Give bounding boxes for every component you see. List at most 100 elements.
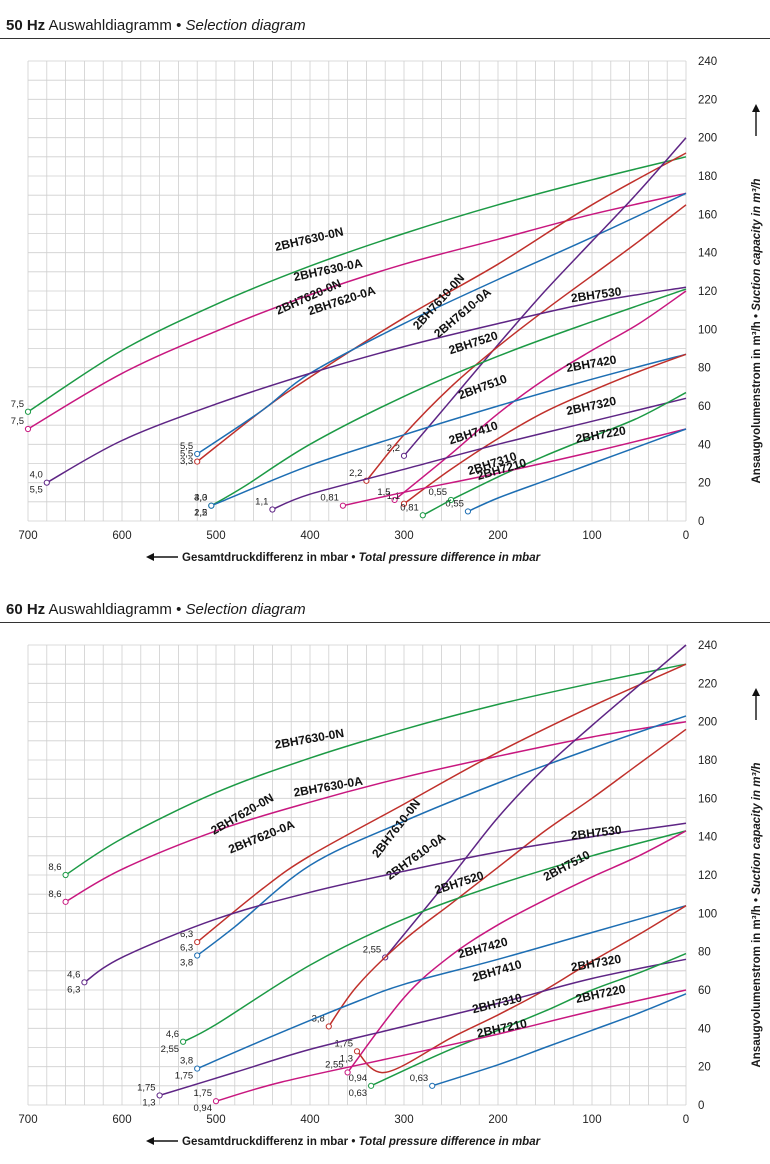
title-en: Selection diagram: [185, 17, 306, 34]
series-start-point: [400, 452, 408, 459]
y-tick-label: 200: [698, 717, 717, 729]
motor-power-label: 0,55: [445, 498, 464, 509]
y-axis-label-en: Suction capacity in m³/h: [751, 763, 763, 895]
motor-power-label: 4,0: [194, 493, 207, 504]
x-tick-label: 500: [206, 530, 225, 542]
motor-power-label: 1,5: [377, 487, 390, 498]
series-line: [450, 391, 687, 501]
y-axis-arrow-icon: [752, 104, 760, 112]
x-axis-label-de: Gesamtdruckdifferenz in mbar: [182, 1136, 349, 1148]
title-en: Selection diagram: [185, 601, 306, 618]
series-start-point: [212, 1098, 220, 1105]
y-tick-label: 140: [698, 832, 717, 844]
series-start-point: [269, 506, 276, 513]
series-name-label: 2BH7630-0A: [292, 774, 364, 800]
series-start-point: [368, 1082, 375, 1089]
motor-power-label: 2,55: [363, 944, 382, 955]
series-line: [65, 663, 687, 876]
series-line: [356, 905, 687, 1074]
y-tick-label: 180: [698, 755, 717, 767]
selection-diagram-60hz: 700 600 500 400 300 200 100 00 20 40 60 80 100 120 140…: [18, 640, 763, 1148]
x-axis-arrow-icon: [146, 553, 154, 561]
series-line: [46, 286, 687, 484]
x-tick-label: 100: [582, 530, 601, 542]
series-start-point: [180, 1038, 187, 1045]
x-axis-label: Gesamtdruckdifferenz in mbar • Total pre…: [182, 552, 541, 564]
series-line: [394, 290, 687, 501]
series-start-point: [194, 952, 201, 959]
series-start-point: [24, 408, 32, 415]
motor-power-label: 5,5: [180, 441, 193, 452]
series-name-label: 2BH7210: [476, 1016, 529, 1040]
motor-power-label: 0,81: [400, 502, 419, 513]
series-name-label: 2BH7510: [541, 848, 593, 884]
series-start-point: [156, 1092, 163, 1099]
series-line: [159, 958, 687, 1097]
x-axis-arrow-icon: [146, 1137, 154, 1145]
motor-power-label: 3,8: [312, 1013, 325, 1024]
series-line: [403, 137, 687, 457]
y-tick-label: 140: [698, 248, 717, 260]
series-start-point: [24, 425, 32, 433]
motor-power-label: 0,63: [410, 1073, 429, 1084]
title-separator: •: [176, 601, 182, 618]
y-tick-label: 200: [698, 133, 717, 145]
motor-power-label: 1,75: [194, 1088, 213, 1099]
series-line: [182, 830, 687, 1043]
motor-power-label: 0,94: [349, 1073, 368, 1084]
motor-power-label: 8,6: [48, 889, 61, 900]
motor-power-label: 2,2: [387, 443, 400, 454]
grid: [27, 644, 687, 1106]
series-line: [27, 156, 687, 413]
motor-power-label: 3,8: [180, 958, 193, 969]
motor-power-label: 1,3: [142, 1097, 155, 1108]
series-line: [384, 644, 687, 958]
motor-power-label: 2,2: [349, 468, 362, 479]
y-tick-label: 120: [698, 870, 717, 882]
series-start-point: [429, 1082, 436, 1089]
series-start-point: [325, 1023, 332, 1030]
series-start-point: [194, 1065, 201, 1072]
y-tick-label: 40: [698, 1023, 711, 1035]
motor-power-label: 1,75: [175, 1071, 194, 1082]
series-line: [342, 428, 687, 507]
series-extension: 0,81: [400, 499, 452, 519]
y-tick-label: 80: [698, 947, 711, 959]
series-start-point: [62, 871, 69, 879]
series-2bh7210: 0,63 2BH7210: [410, 993, 687, 1089]
frequency-label: 60 Hz: [6, 601, 46, 618]
y-tick-label: 60: [698, 401, 711, 413]
motor-power-label: 7,5: [11, 416, 24, 427]
series-name-label: 2BH7630-0N: [274, 726, 345, 752]
series-start-point: [194, 938, 201, 946]
series-line: [328, 728, 687, 1027]
heading-rule: [0, 38, 770, 39]
series-name-label: 2BH7510: [456, 372, 509, 403]
x-tick-label: 700: [18, 530, 37, 542]
series-name-label: 2BH7310: [471, 990, 524, 1016]
motor-power-label: 0,94: [194, 1103, 213, 1114]
series-line: [365, 204, 687, 482]
x-axis-label-en: Total pressure difference in mbar: [359, 1136, 541, 1148]
series-name-label: 2BH7630-0N: [273, 225, 344, 254]
motor-power-label: 3,8: [180, 1056, 193, 1067]
y-tick-label: 60: [698, 985, 711, 997]
motor-power-label: 1,1: [255, 497, 268, 508]
series-line: [83, 822, 687, 983]
x-tick-label: 200: [488, 530, 507, 542]
title-de: Auswahldiagramm: [48, 17, 172, 34]
title-separator: •: [176, 17, 182, 34]
y-axis-label-de: Ansaugvolumenstrom in m³/h: [751, 321, 763, 483]
y-tick-label: 80: [698, 363, 711, 375]
motor-power-label: 1,75: [335, 1038, 354, 1049]
series-line: [467, 428, 687, 513]
motor-power-label: 7,5: [11, 399, 24, 410]
series-start-point: [400, 500, 408, 507]
y-axis-label: Ansaugvolumenstrom in m³/h • Suction cap…: [751, 763, 763, 1068]
series-start-point: [391, 496, 398, 504]
y-tick-label: 20: [698, 1062, 711, 1074]
motor-power-label: 1,3: [340, 1053, 353, 1064]
series-2bh7530: 4,6 6,3 2BH7530: [67, 822, 687, 995]
series-line: [27, 192, 687, 430]
